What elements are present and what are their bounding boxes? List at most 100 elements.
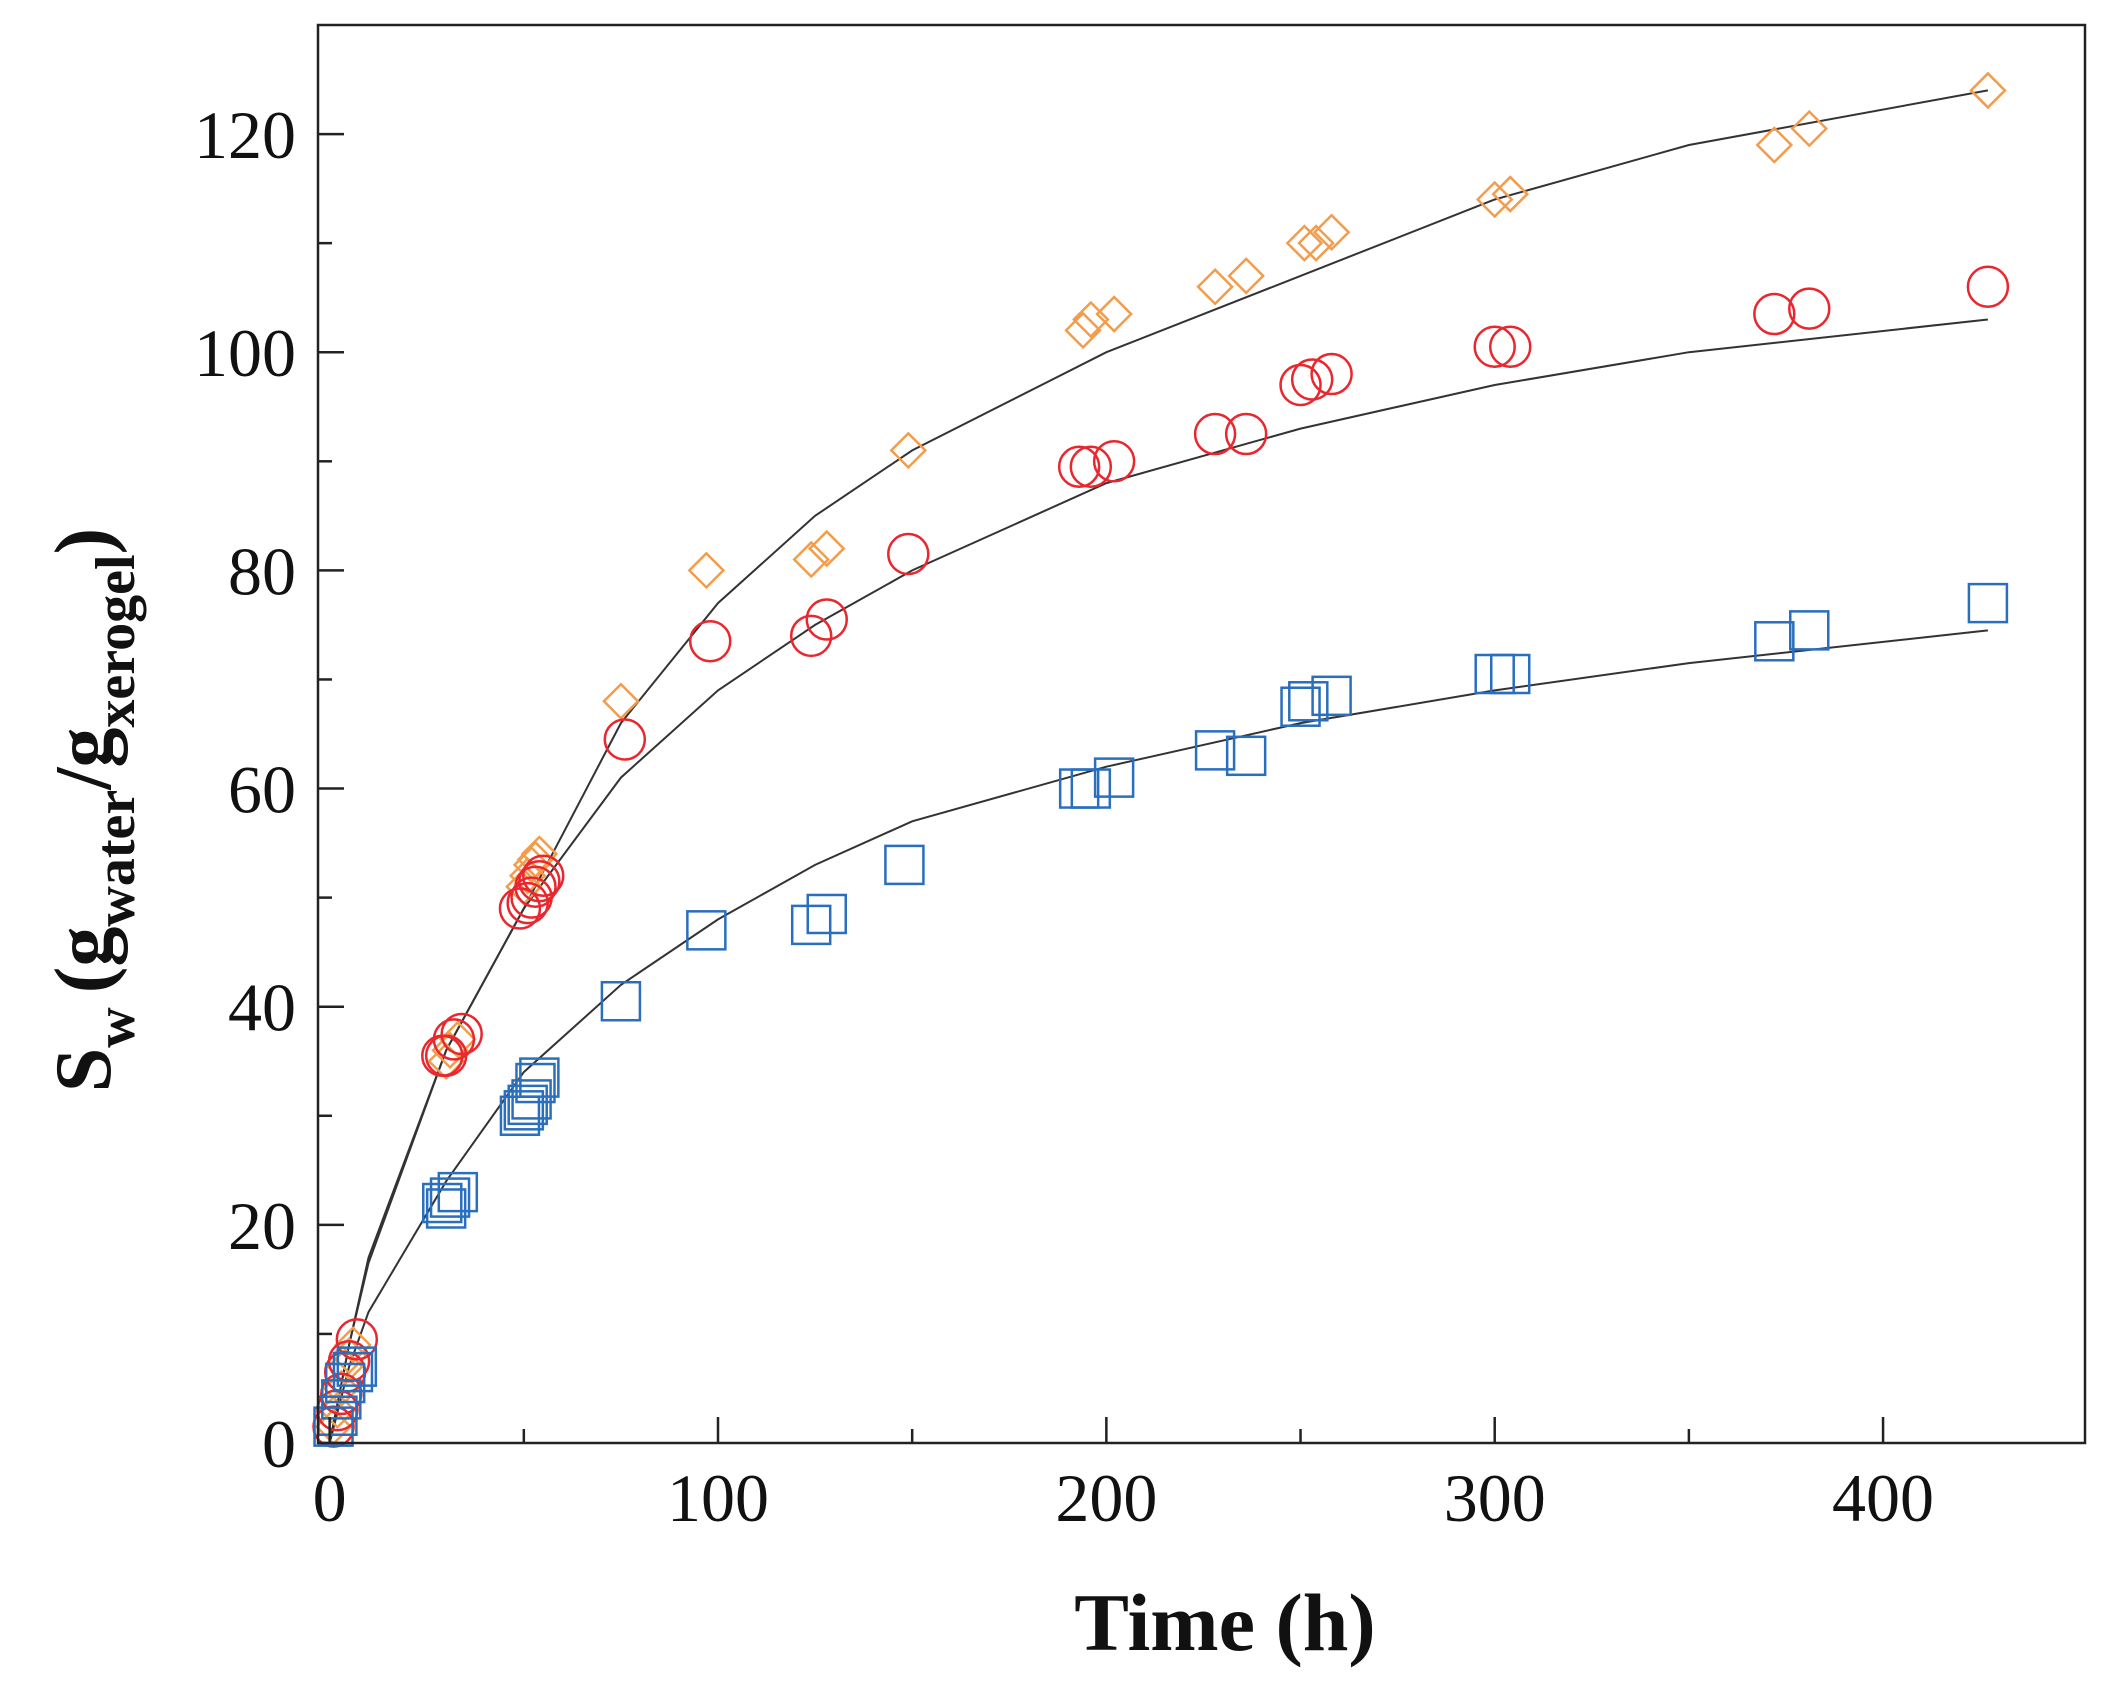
x-axis-title: Time (h) [1074, 1577, 1375, 1668]
y-tick-label: 0 [262, 1406, 296, 1482]
diamond-point [1196, 268, 1234, 306]
square-point [1474, 653, 1515, 695]
y-tick-label: 60 [228, 752, 296, 828]
square-point [422, 1182, 463, 1224]
circle-point [1966, 265, 2010, 309]
diamond-point [520, 835, 559, 873]
square-point [884, 844, 925, 886]
diamond-point [1064, 311, 1102, 350]
y-tick-label: 100 [194, 315, 296, 391]
square-point [790, 904, 832, 946]
circle-point [1057, 445, 1101, 489]
y-tick-label: 120 [194, 97, 296, 173]
square-point [425, 1188, 467, 1229]
y-title-num-sub: water [85, 790, 147, 927]
diamond-point [792, 540, 830, 579]
square-point [686, 910, 727, 951]
circle-point [1279, 363, 1322, 407]
square-point [437, 1171, 479, 1213]
x-tick-label: 200 [1055, 1460, 1157, 1536]
square-point [1225, 735, 1267, 777]
diamond-point [439, 1020, 477, 1059]
y-title-den-sub: xerogel [85, 554, 147, 727]
circle-point [688, 620, 732, 663]
circle-point [440, 1012, 483, 1056]
square-point [1070, 768, 1112, 809]
circle-point [1473, 325, 1516, 369]
circle-point [514, 865, 557, 908]
y-title-close: ) [40, 528, 128, 555]
square-point [1288, 681, 1329, 722]
circle-point [805, 598, 848, 641]
diamond-point [1227, 257, 1265, 295]
square-point [1789, 610, 1830, 651]
x-tick-label: 0 [313, 1460, 347, 1536]
square-point [1093, 757, 1135, 798]
square-point [1967, 582, 2009, 624]
plot-frame [316, 23, 2087, 1445]
diamond-point [1790, 109, 1829, 148]
diamond-point [602, 682, 640, 721]
circle-point [1290, 358, 1334, 401]
diamond-point [1072, 300, 1110, 339]
y-axis-title: Sw (gwater/gxerogel) [40, 528, 147, 1092]
diamond-point [1297, 224, 1335, 262]
square-point [806, 893, 847, 935]
diamond-point [1755, 126, 1794, 164]
square-point [336, 1346, 378, 1387]
data-points [312, 71, 2010, 1448]
circle-point [1753, 292, 1796, 336]
fit-curves [328, 89, 1989, 1444]
square-point [515, 1062, 556, 1104]
diamond-point [1491, 175, 1530, 213]
y-tick-label: 40 [228, 970, 296, 1046]
axis-ticks [318, 132, 1885, 1445]
circle-point [1069, 445, 1113, 489]
y-tick-label: 80 [228, 533, 296, 609]
circle-point [1310, 352, 1353, 396]
diamond-point [889, 431, 928, 470]
diamond-point [687, 551, 726, 590]
diamond-point [322, 1369, 361, 1408]
circle-point [887, 532, 930, 576]
circle-point [603, 718, 647, 761]
fit-curve-1 [328, 89, 1989, 1444]
square-point [429, 1177, 471, 1218]
square-point [324, 1362, 366, 1404]
fit-curve-2 [328, 318, 1989, 1444]
x-tick-label: 400 [1832, 1460, 1934, 1536]
diamond-point [1475, 180, 1514, 219]
y-title-main: S [40, 1048, 128, 1093]
square-point [511, 1079, 552, 1120]
circle-point [432, 1018, 476, 1061]
square-point [313, 1406, 354, 1447]
square-point [519, 1057, 560, 1098]
square-point [507, 1084, 548, 1126]
circle-point [789, 614, 833, 658]
square-point [321, 1379, 362, 1420]
x-tick-label: 100 [667, 1460, 769, 1536]
diamond-point [1969, 71, 2007, 110]
x-tick-label: 300 [1444, 1460, 1546, 1536]
square-point [1311, 675, 1352, 717]
tick-labels: 0 100 200 300 400 0 20 40 60 80 100 120 [194, 97, 1934, 1536]
circle-point [1092, 440, 1136, 483]
square-point [1754, 621, 1795, 662]
square-point [600, 980, 642, 1022]
fit-curve-3 [328, 629, 1989, 1444]
diamond-point [1095, 295, 1133, 333]
y-title-slash: /g [40, 728, 128, 791]
circle-point [1224, 412, 1268, 456]
circle-point [1193, 412, 1237, 456]
circle-point [518, 860, 561, 903]
diamond-point [807, 529, 846, 568]
circle-point [1788, 287, 1831, 330]
square-point [1194, 730, 1236, 771]
square-point [503, 1090, 545, 1131]
circle-point [335, 1318, 379, 1361]
diamond-point [1312, 213, 1351, 252]
circle-point [521, 854, 565, 898]
square-point [332, 1351, 374, 1393]
diamond-point [318, 1391, 357, 1430]
